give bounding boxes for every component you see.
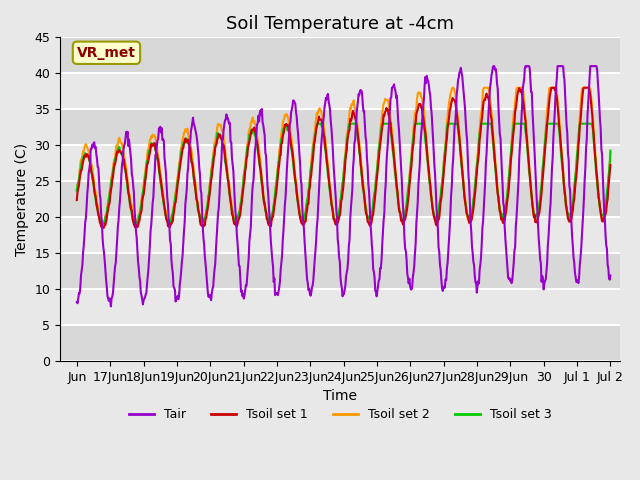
X-axis label: Time: Time <box>323 389 357 403</box>
Bar <box>60 109 620 145</box>
Bar <box>60 181 620 217</box>
Bar <box>60 217 620 253</box>
Title: Soil Temperature at -4cm: Soil Temperature at -4cm <box>227 15 454 33</box>
Legend: Tair, Tsoil set 1, Tsoil set 2, Tsoil set 3: Tair, Tsoil set 1, Tsoil set 2, Tsoil se… <box>124 403 556 426</box>
Bar <box>60 145 620 181</box>
Bar <box>60 325 620 361</box>
Bar <box>60 73 620 109</box>
Bar <box>60 289 620 325</box>
Text: VR_met: VR_met <box>77 46 136 60</box>
Bar <box>60 37 620 73</box>
Y-axis label: Temperature (C): Temperature (C) <box>15 143 29 256</box>
Bar <box>60 253 620 289</box>
